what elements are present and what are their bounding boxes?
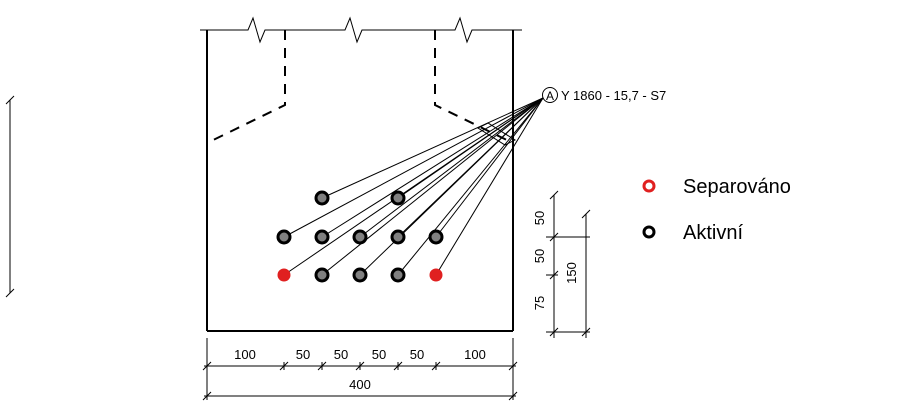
callout-leader-line: [283, 97, 544, 238]
strand-active: [390, 229, 406, 245]
bottom-dimension-chain: [202, 338, 518, 401]
strand-active: [314, 190, 330, 206]
bottom-dimension-labels: 100 50 50 50 50 100 400: [234, 347, 486, 392]
callout-leader-line: [359, 97, 544, 238]
legend-active-marker: [642, 225, 656, 239]
hidden-web-outline: [206, 30, 514, 144]
callout-marker-circle: [542, 87, 558, 103]
callout-label: Y 1860 - 15,7 - S7: [561, 88, 666, 103]
dim-side-0: 75: [532, 296, 547, 310]
callout-leader-line: [321, 97, 544, 238]
callout-leader-line: [321, 97, 544, 276]
dim-bottom-0: 100: [234, 347, 256, 362]
dim-bottom-3: 50: [372, 347, 386, 362]
left-edge-dimension-line: [5, 95, 15, 298]
strand-active: [314, 229, 330, 245]
dim-bottom-2: 50: [334, 347, 348, 362]
callout-leader-line: [435, 97, 544, 238]
callout-leader-line: [283, 97, 544, 276]
break-line: [200, 16, 522, 44]
side-dimension-chain: [546, 190, 591, 338]
callout-leader-line: [321, 97, 544, 199]
dim-total-height: 150: [564, 262, 579, 284]
strand-active: [390, 267, 406, 283]
beam-outline: [206, 30, 514, 332]
callout-marker: A: [542, 87, 558, 103]
callout-leader-line: [397, 97, 544, 276]
strand-group: [276, 190, 444, 283]
side-dimension-labels: 75 50 50 150: [532, 211, 579, 310]
dim-side-2: 50: [532, 211, 547, 225]
dim-bottom-5: 100: [464, 347, 486, 362]
strand-active: [352, 229, 368, 245]
strand-active: [276, 229, 292, 245]
callout-leader-line: [359, 97, 544, 276]
callout-marker-letter: A: [546, 89, 554, 103]
strand-separated: [277, 268, 291, 282]
legend-separated-label: Separováno: [683, 176, 791, 198]
deviation-box: [476, 122, 517, 146]
dim-overall-width: 400: [349, 377, 371, 392]
legend-active-label: Aktivní: [683, 222, 743, 244]
legend-separated-marker: [642, 179, 656, 193]
dim-bottom-1: 50: [296, 347, 310, 362]
callout-leader-line: [435, 97, 544, 276]
callout-leader-lines: [283, 97, 544, 276]
dim-side-1: 50: [532, 249, 547, 263]
strand-active: [390, 190, 406, 206]
strand-active: [428, 229, 444, 245]
legend: Separováno Aktivní: [642, 176, 791, 244]
dim-bottom-4: 50: [410, 347, 424, 362]
strand-active: [352, 267, 368, 283]
strand-active: [314, 267, 330, 283]
strand-separated: [429, 268, 443, 282]
